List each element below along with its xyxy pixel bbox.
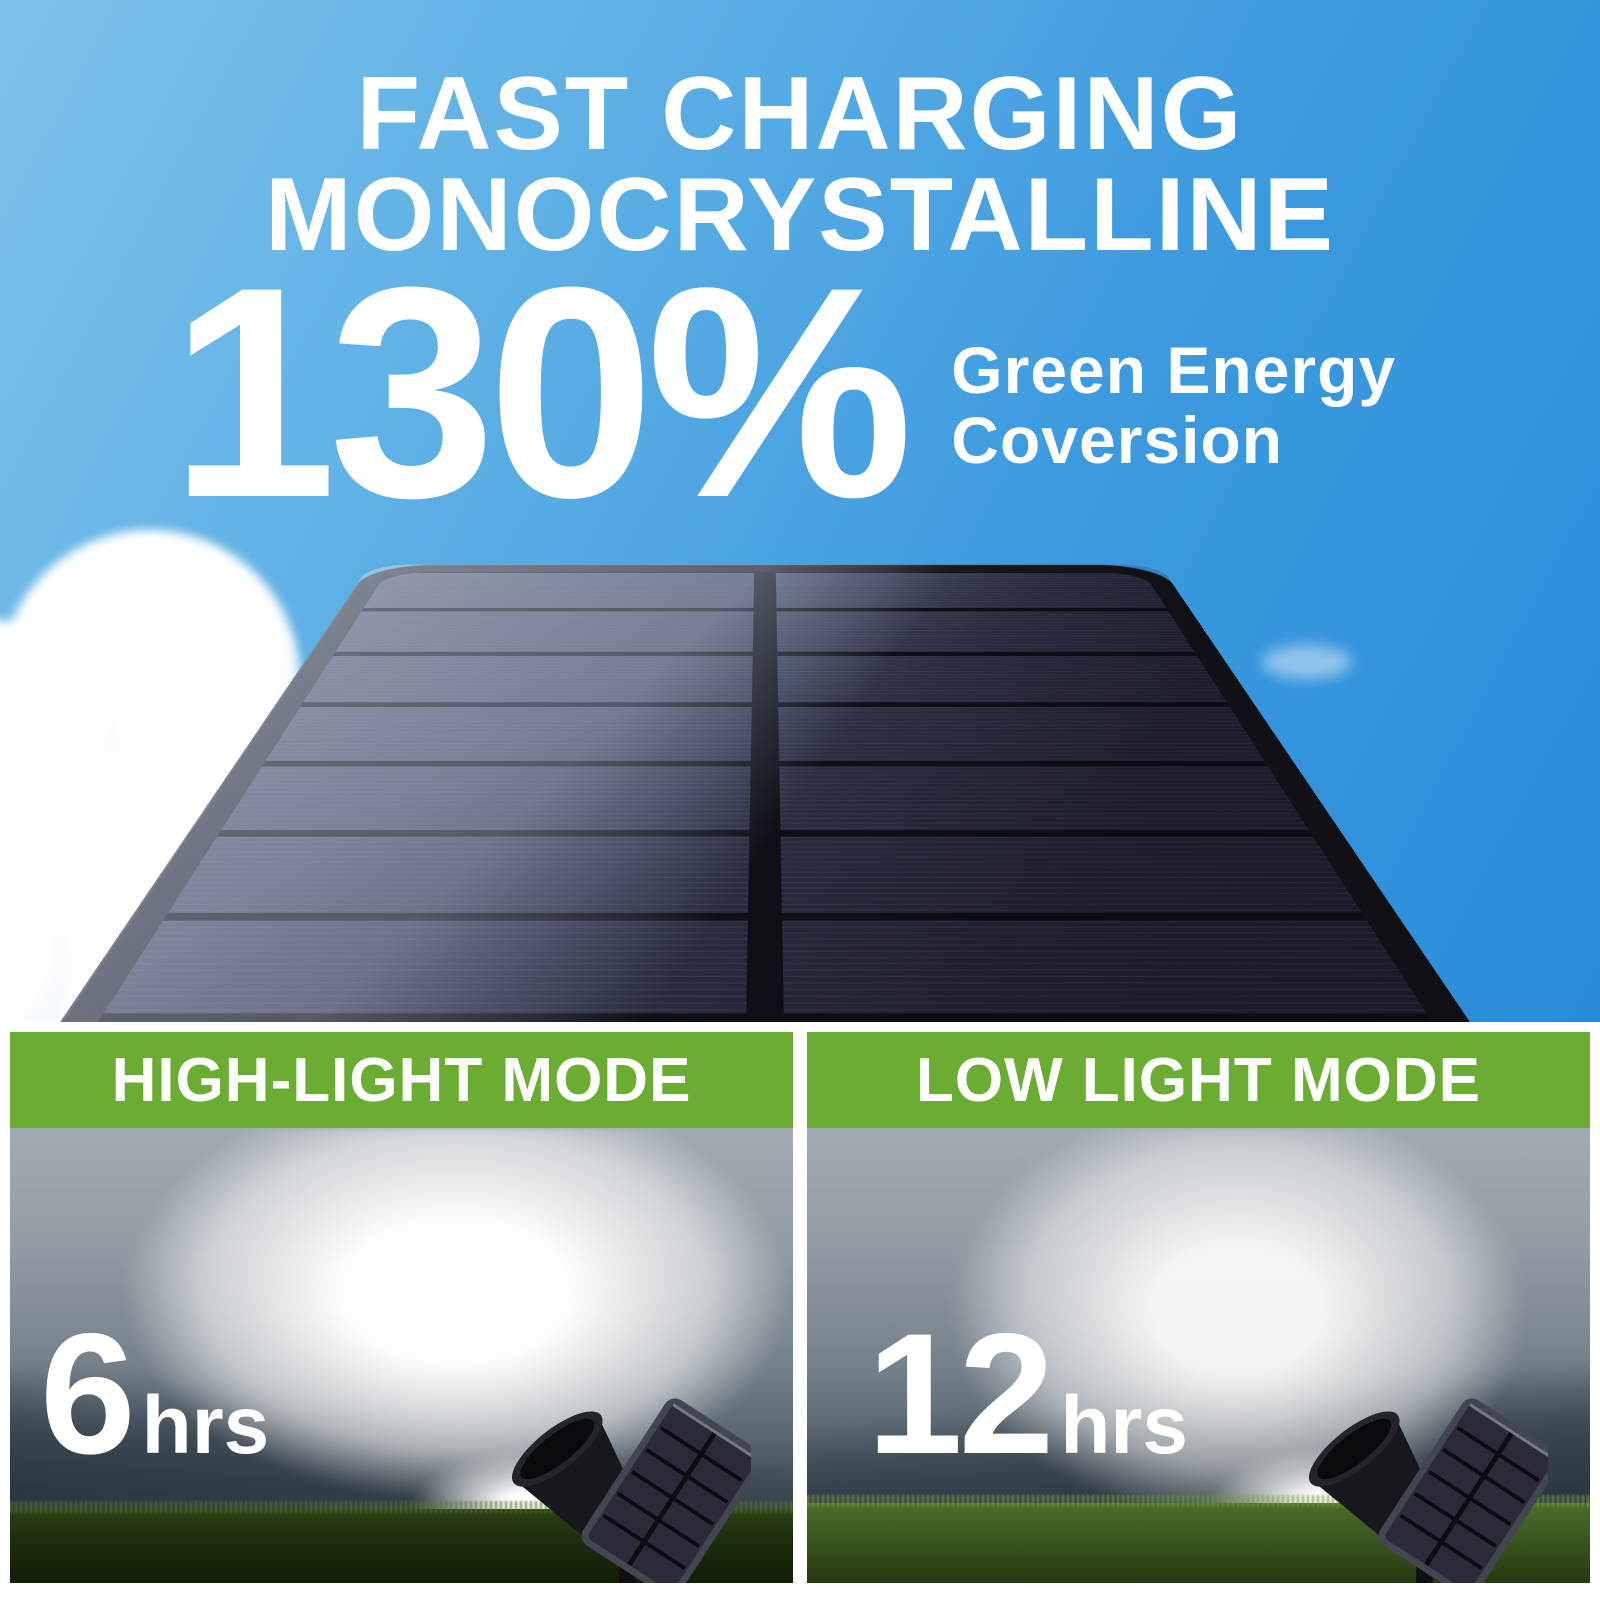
- solar-panel-glare: [60, 564, 1470, 1022]
- low-light-mode-card: LOW LIGHT MODE: [807, 1032, 1590, 1583]
- duration-value: 6: [40, 1298, 136, 1490]
- high-light-mode-card: HIGH-LIGHT MODE: [10, 1032, 793, 1583]
- solar-panel-illustration: [60, 564, 1470, 1022]
- stat-caption-line2: Coversion: [951, 403, 1284, 477]
- duration-unit: hrs: [1060, 1380, 1188, 1471]
- cloud-wisp: [1262, 645, 1352, 679]
- solar-panel-frame: [60, 564, 1470, 1022]
- mode-comparison: HIGH-LIGHT MODE: [0, 1022, 1600, 1600]
- headline: FAST CHARGING MONOCRYSTALLINE: [0, 62, 1600, 267]
- spotlight-illustration: [511, 1397, 751, 1583]
- high-light-duration: 6 hrs: [40, 1308, 269, 1480]
- stat-value: 130%: [170, 224, 913, 560]
- headline-line2: MONOCRYSTALLINE: [265, 157, 1335, 273]
- low-light-duration: 12 hrs: [867, 1308, 1188, 1480]
- high-light-photo: 6 hrs: [10, 1128, 793, 1583]
- sky-section: FAST CHARGING MONOCRYSTALLINE 130% Green…: [0, 0, 1600, 1022]
- low-light-mode-header: LOW LIGHT MODE: [807, 1032, 1590, 1128]
- duration-unit: hrs: [141, 1380, 270, 1471]
- high-light-mode-header: HIGH-LIGHT MODE: [10, 1032, 793, 1128]
- duration-value: 12: [867, 1298, 1054, 1490]
- spotlight-solar-panel: [1378, 1397, 1548, 1583]
- spotlight-solar-panel: [581, 1397, 751, 1583]
- conversion-stat: 130% Green Energy Coversion: [170, 242, 1396, 542]
- headline-line1: FAST CHARGING: [356, 56, 1244, 172]
- spotlight-illustration: [1308, 1397, 1548, 1583]
- stat-caption-line1: Green Energy: [951, 333, 1397, 407]
- low-light-photo: 12 hrs: [807, 1128, 1590, 1583]
- stat-caption: Green Energy Coversion: [951, 309, 1396, 475]
